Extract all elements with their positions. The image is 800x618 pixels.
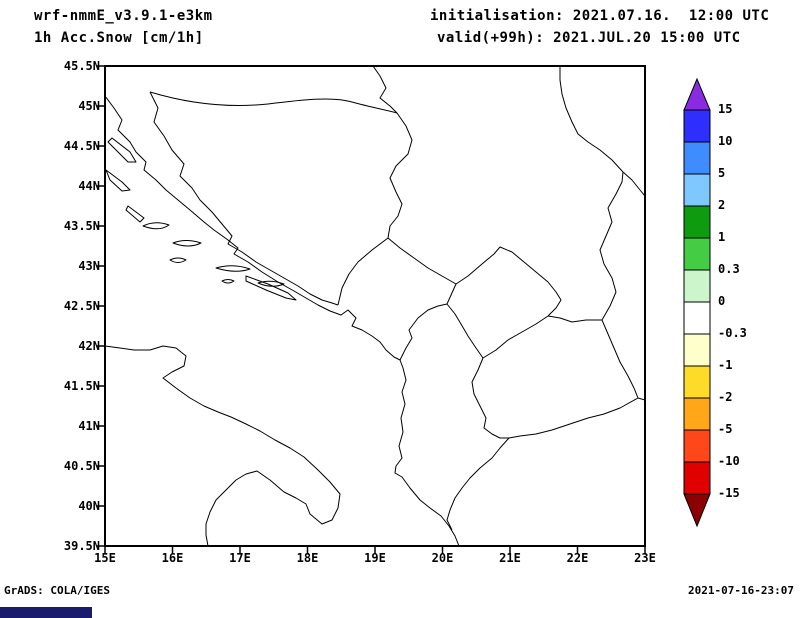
- lon-tick-label: 23E: [634, 551, 656, 565]
- coastlines: [105, 95, 460, 546]
- border-line: [446, 437, 510, 531]
- island: [221, 279, 235, 284]
- colorbar-segment: [683, 365, 711, 399]
- colorbar-label: -5: [718, 422, 733, 436]
- island: [105, 169, 131, 192]
- colorbar-label: 2: [718, 198, 726, 212]
- border-line: [399, 303, 448, 361]
- colorbar-segment: [683, 173, 711, 207]
- lat-tick-label: 42.5N: [63, 299, 100, 313]
- peninsula: [245, 275, 297, 301]
- model-title: wrf-nmmE_v3.9.1-e3km: [34, 8, 213, 24]
- border-line: [149, 91, 398, 114]
- colorbar-label: 0.3: [718, 262, 740, 276]
- border-line: [601, 319, 639, 399]
- lat-tick-label: 40N: [78, 499, 100, 513]
- lat-tick-label: 40.5N: [63, 459, 100, 473]
- colorbar-segment: [683, 461, 711, 495]
- border-line: [387, 237, 457, 285]
- island: [107, 137, 137, 163]
- colorbar-label: 1: [718, 230, 726, 244]
- border-line: [446, 303, 484, 359]
- axis-ticks: [97, 65, 646, 554]
- field-title: 1h Acc.Snow [cm/1h]: [34, 30, 204, 46]
- colorbar-label: 0: [718, 294, 726, 308]
- border-line: [387, 112, 413, 239]
- colorbar-arrow-top: [683, 78, 711, 111]
- colorbar-arrow-bottom: [683, 493, 711, 528]
- colorbar-label: -1: [718, 358, 733, 372]
- colorbar-label: -2: [718, 390, 733, 404]
- border-line: [446, 246, 562, 317]
- island: [215, 265, 251, 272]
- island: [125, 205, 145, 223]
- border-line: [149, 91, 339, 306]
- lon-tick-label: 19E: [364, 551, 386, 565]
- lat-tick-label: 43.5N: [63, 219, 100, 233]
- lon-tick-label: 15E: [94, 551, 116, 565]
- adriatic-east-coastline: [105, 95, 460, 546]
- border-line: [471, 357, 509, 439]
- colorbar-label: -10: [718, 454, 740, 468]
- island: [169, 257, 187, 263]
- lat-tick-label: 39.5N: [63, 539, 100, 553]
- island: [257, 280, 285, 287]
- border-line: [547, 315, 602, 323]
- border-line: [637, 397, 645, 401]
- border-line: [508, 397, 639, 439]
- country-borders: [149, 66, 645, 531]
- border-line: [599, 171, 624, 321]
- island: [172, 240, 202, 247]
- border-line: [622, 171, 645, 197]
- colorbar-segment: [683, 205, 711, 239]
- colorbar-segment: [683, 429, 711, 463]
- colorbar-segment: [683, 109, 711, 143]
- border-line: [372, 66, 398, 114]
- lat-tick-label: 42N: [78, 339, 100, 353]
- plot-frame: [104, 65, 646, 547]
- colorbar-segment: [683, 333, 711, 367]
- lon-tick-label: 22E: [566, 551, 589, 565]
- creation-timestamp: 2021-07-16-23:07: [688, 584, 794, 597]
- lat-tick-label: 44.5N: [63, 139, 100, 153]
- colorbar: [683, 78, 711, 528]
- colorbar-label: 5: [718, 166, 726, 180]
- colorbar-segment: [683, 301, 711, 335]
- lat-tick-label: 45N: [78, 99, 100, 113]
- island: [142, 222, 170, 230]
- border-line: [337, 237, 389, 306]
- colorbar-segment: [683, 141, 711, 175]
- lat-tick-label: 44N: [78, 179, 100, 193]
- colorbar-label: -0.3: [718, 326, 747, 340]
- colorbar-label: 15: [718, 102, 733, 116]
- colorbar-label: 10: [718, 134, 733, 148]
- lon-tick-label: 21E: [499, 551, 521, 565]
- valid-time-label: valid(+99h): 2021.JUL.20 15:00 UTC: [437, 30, 741, 46]
- lon-tick-label: 16E: [161, 551, 184, 565]
- lat-tick-label: 41N: [78, 419, 100, 433]
- taskbar-fragment: [0, 607, 92, 618]
- colorbar-segment: [683, 397, 711, 431]
- border-line: [559, 66, 624, 173]
- grads-credit: GrADS: COLA/IGES: [4, 584, 110, 597]
- lon-tick-label: 17E: [229, 551, 251, 565]
- init-time-label: initialisation: 2021.07.16. 12:00 UTC: [430, 8, 770, 24]
- colorbar-segment: [683, 269, 711, 303]
- border-line: [482, 315, 549, 359]
- lat-tick-label: 41.5N: [63, 379, 100, 393]
- lat-tick-label: 45.5N: [63, 59, 100, 73]
- lon-tick-label: 18E: [296, 551, 319, 565]
- lon-tick-label: 20E: [431, 551, 454, 565]
- colorbar-segment: [683, 237, 711, 271]
- colorbar-label: -15: [718, 486, 740, 500]
- italy-coastline: [105, 345, 341, 546]
- lat-tick-label: 43N: [78, 259, 100, 273]
